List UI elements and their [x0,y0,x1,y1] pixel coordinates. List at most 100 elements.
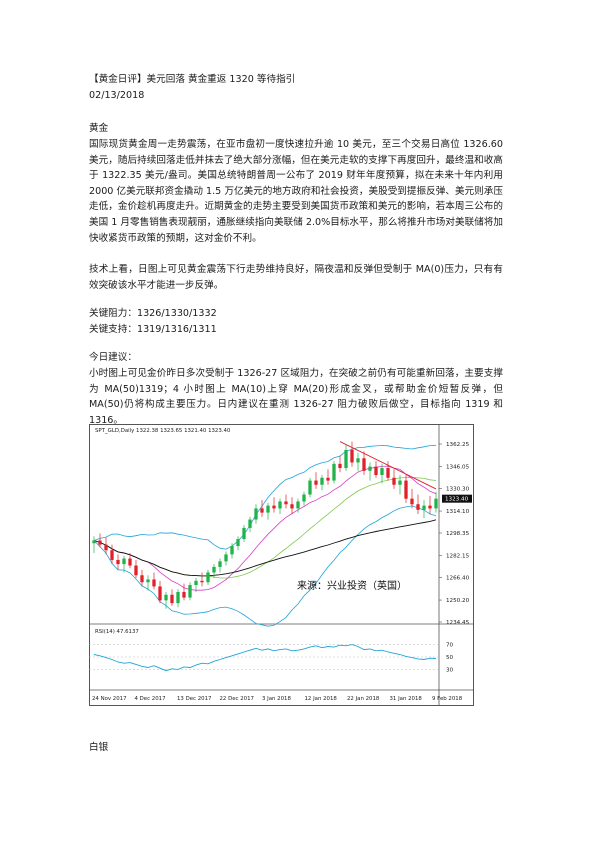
candle-body [140,575,144,583]
candle-body [212,566,216,573]
price-tick-label: 1314.10 [446,509,470,515]
candle-body [230,546,234,555]
bollinger-upper-line [93,444,437,550]
candle-body [404,480,408,499]
current-price-tag: 1323.40 [445,497,469,503]
candle-body [272,505,276,509]
candle-body [176,591,180,604]
candle-body [320,477,324,485]
candle-body [134,565,138,576]
ma10-line [93,465,437,591]
price-tick-label: 1250.20 [446,598,470,604]
candle-body [206,572,210,583]
price-tick-label: 1298.35 [446,531,470,537]
gold-daily-chart: 1362.25 1346.05 1330.30 1314.10 1298.35 1282.… [89,424,474,706]
candle-body [98,540,102,545]
article-date: 02/13/2018 [89,90,145,101]
candle-body [362,458,366,471]
candle-body [236,539,240,547]
candle-body [116,559,120,565]
candle-body [182,591,186,598]
candle-body [308,480,312,495]
candle-body [278,501,282,509]
candle-body [164,594,168,601]
price-tick-label: 1234.45 [446,620,470,626]
section-heading-gold: 黄金 [89,123,109,134]
time-tick-label: 22 Jan 2018 [347,696,380,702]
rsi-line [93,644,437,672]
candle-body [422,505,426,510]
candle-body [392,477,396,485]
candle-body [92,540,96,544]
ma50-line [93,519,437,577]
paragraph-technical: 技术上看，日图上可见黄金震荡下行走势维持良好，隔夜温和反弹但受制于 MA(0)压… [89,264,503,291]
candle-body [260,508,264,513]
candle-body [188,585,192,598]
bollinger-lower-line [93,505,437,627]
time-tick-label: 22 Dec 2017 [220,696,254,702]
candle-body [434,498,438,509]
candle-body [158,586,162,601]
candle-body [110,550,114,560]
candle-body [194,580,198,586]
candle-body [398,480,402,485]
candle-body [338,463,342,469]
candle-body [326,477,330,481]
candle-body [374,466,378,475]
candle-body [332,463,336,481]
candle-body [296,501,300,509]
candle-body [200,580,204,583]
price-tick-label: 1346.05 [446,465,470,471]
candle-body [128,558,132,566]
candle-body [170,594,174,604]
rsi-tick-label: 30 [446,667,454,673]
candle-body [152,579,156,587]
current-price-tag-box [442,494,472,503]
chart-watermark: 来源：兴业投资（英国） [297,579,407,592]
candle-body [428,505,432,509]
candle-body [410,498,414,505]
candle-body [344,449,348,469]
key-resistance: 关键阻力：1326/1330/1332 [89,308,217,319]
candle-body [248,519,252,528]
time-tick-label: 31 Jan 2018 [390,696,423,702]
rsi-label: RSI(14) 47.6137 [95,629,139,635]
price-tick-label: 1330.30 [446,487,470,493]
candle-body [386,468,390,478]
rsi-tick-label: 70 [446,643,454,649]
candle-body [380,468,384,475]
candle-body [242,527,246,540]
candle-body [122,558,126,565]
time-tick-label: 4 Dec 2017 [135,696,166,702]
time-tick-label: 9 Feb 2018 [432,696,463,702]
candle-body [224,554,228,562]
article-headline: 【黄金日评】美元回落 黄金重返 1320 等待指引 [89,74,296,85]
candle-body [146,579,150,583]
candle-body [416,504,420,510]
advice-title: 今日建议： [89,352,137,363]
chart-title: SPT_GLD,Daily 1322.38 1323.65 1321.40 13… [95,428,231,434]
candle-body [302,494,306,502]
candle-body [350,449,354,463]
candle-body [356,458,360,463]
advice-paragraph: 小时图上可见金价昨日多次受制于 1326-27 区域阻力，在突破之前仍有可能重新… [89,368,503,426]
candle-body [266,505,270,513]
candle-body [254,508,258,520]
price-tick-label: 1266.40 [446,576,470,582]
candle-body [290,504,294,509]
price-tick-label: 1362.25 [446,442,470,448]
time-tick-label: 24 Nov 2017 [92,696,127,702]
candle-body [104,544,108,551]
time-tick-label: 13 Dec 2017 [177,696,211,702]
candle-body [284,501,288,505]
section-heading-silver: 白银 [89,742,109,753]
time-tick-label: 3 Jan 2018 [262,696,291,702]
key-support: 关键支持：1319/1316/1311 [89,324,217,335]
candle-body [368,466,372,471]
price-tick-label: 1282.15 [446,554,470,560]
time-tick-label: 12 Jan 2018 [305,696,338,702]
paragraph-fundamentals: 国际现货黄金周一走势震荡，在亚市盘初一度快速拉升逾 10 美元，至三个交易日高位… [89,139,503,244]
candle-body [218,561,222,567]
candle-body [314,480,318,485]
rsi-tick-label: 50 [446,655,454,661]
